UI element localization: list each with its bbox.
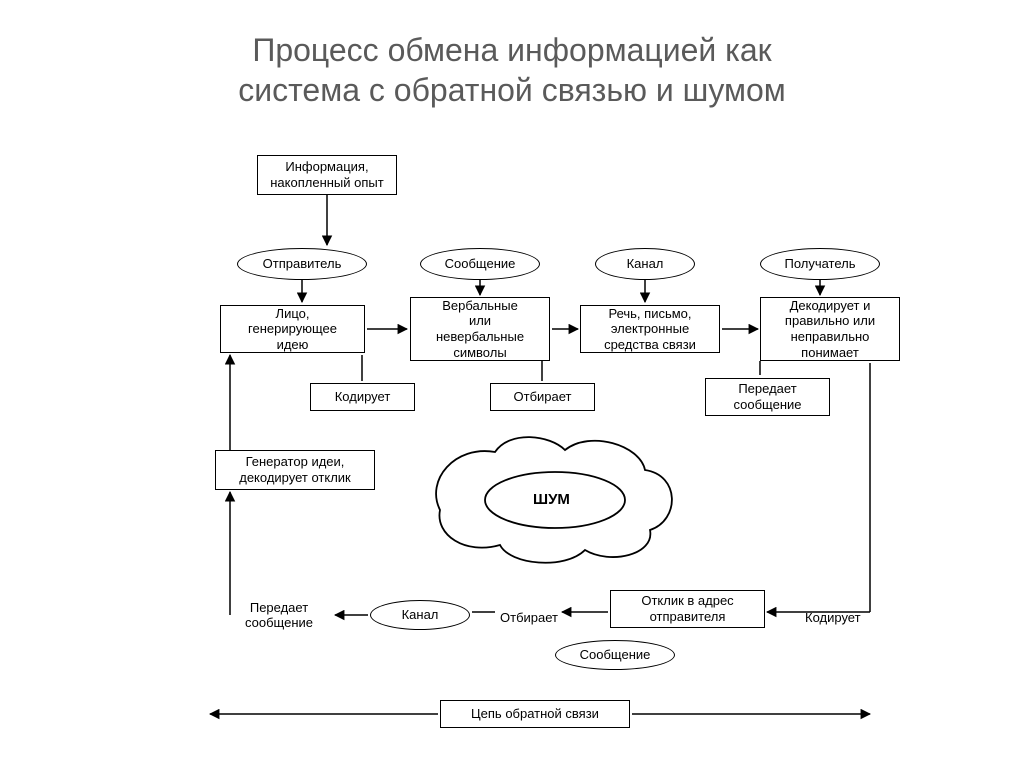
node-reply: Отклик в адресотправителя [610,590,765,628]
label-encodes2: Кодирует [805,610,861,625]
diagram-title: Процесс обмена информацией как система с… [0,30,1024,110]
title-line-2: система с обратной связью и шумом [238,72,786,108]
node-receiver: Получатель [760,248,880,280]
node-verbal: Вербальныеилиневербальныесимволы [410,297,550,361]
node-feedback: Цепь обратной связи [440,700,630,728]
node-message2: Сообщение [555,640,675,670]
node-speech: Речь, письмо,электронныесредства связи [580,305,720,353]
node-decodes: Декодирует иправильно илинеправильнопони… [760,297,900,361]
node-sender: Отправитель [237,248,367,280]
title-line-1: Процесс обмена информацией как [252,32,771,68]
node-channel1: Канал [595,248,695,280]
node-generator: Генератор идеи,декодирует отклик [215,450,375,490]
label-tx_msg: Передаетсообщение [245,600,313,630]
node-transmits: Передаетсообщение [705,378,830,416]
node-face_idea: Лицо,генерирующееидею [220,305,365,353]
node-selects: Отбирает [490,383,595,411]
node-channel2: Канал [370,600,470,630]
noise-label: ШУМ [533,491,570,508]
node-message1: Сообщение [420,248,540,280]
label-selects2: Отбирает [500,610,558,625]
node-encodes: Кодирует [310,383,415,411]
node-info_exp: Информация,накопленный опыт [257,155,397,195]
